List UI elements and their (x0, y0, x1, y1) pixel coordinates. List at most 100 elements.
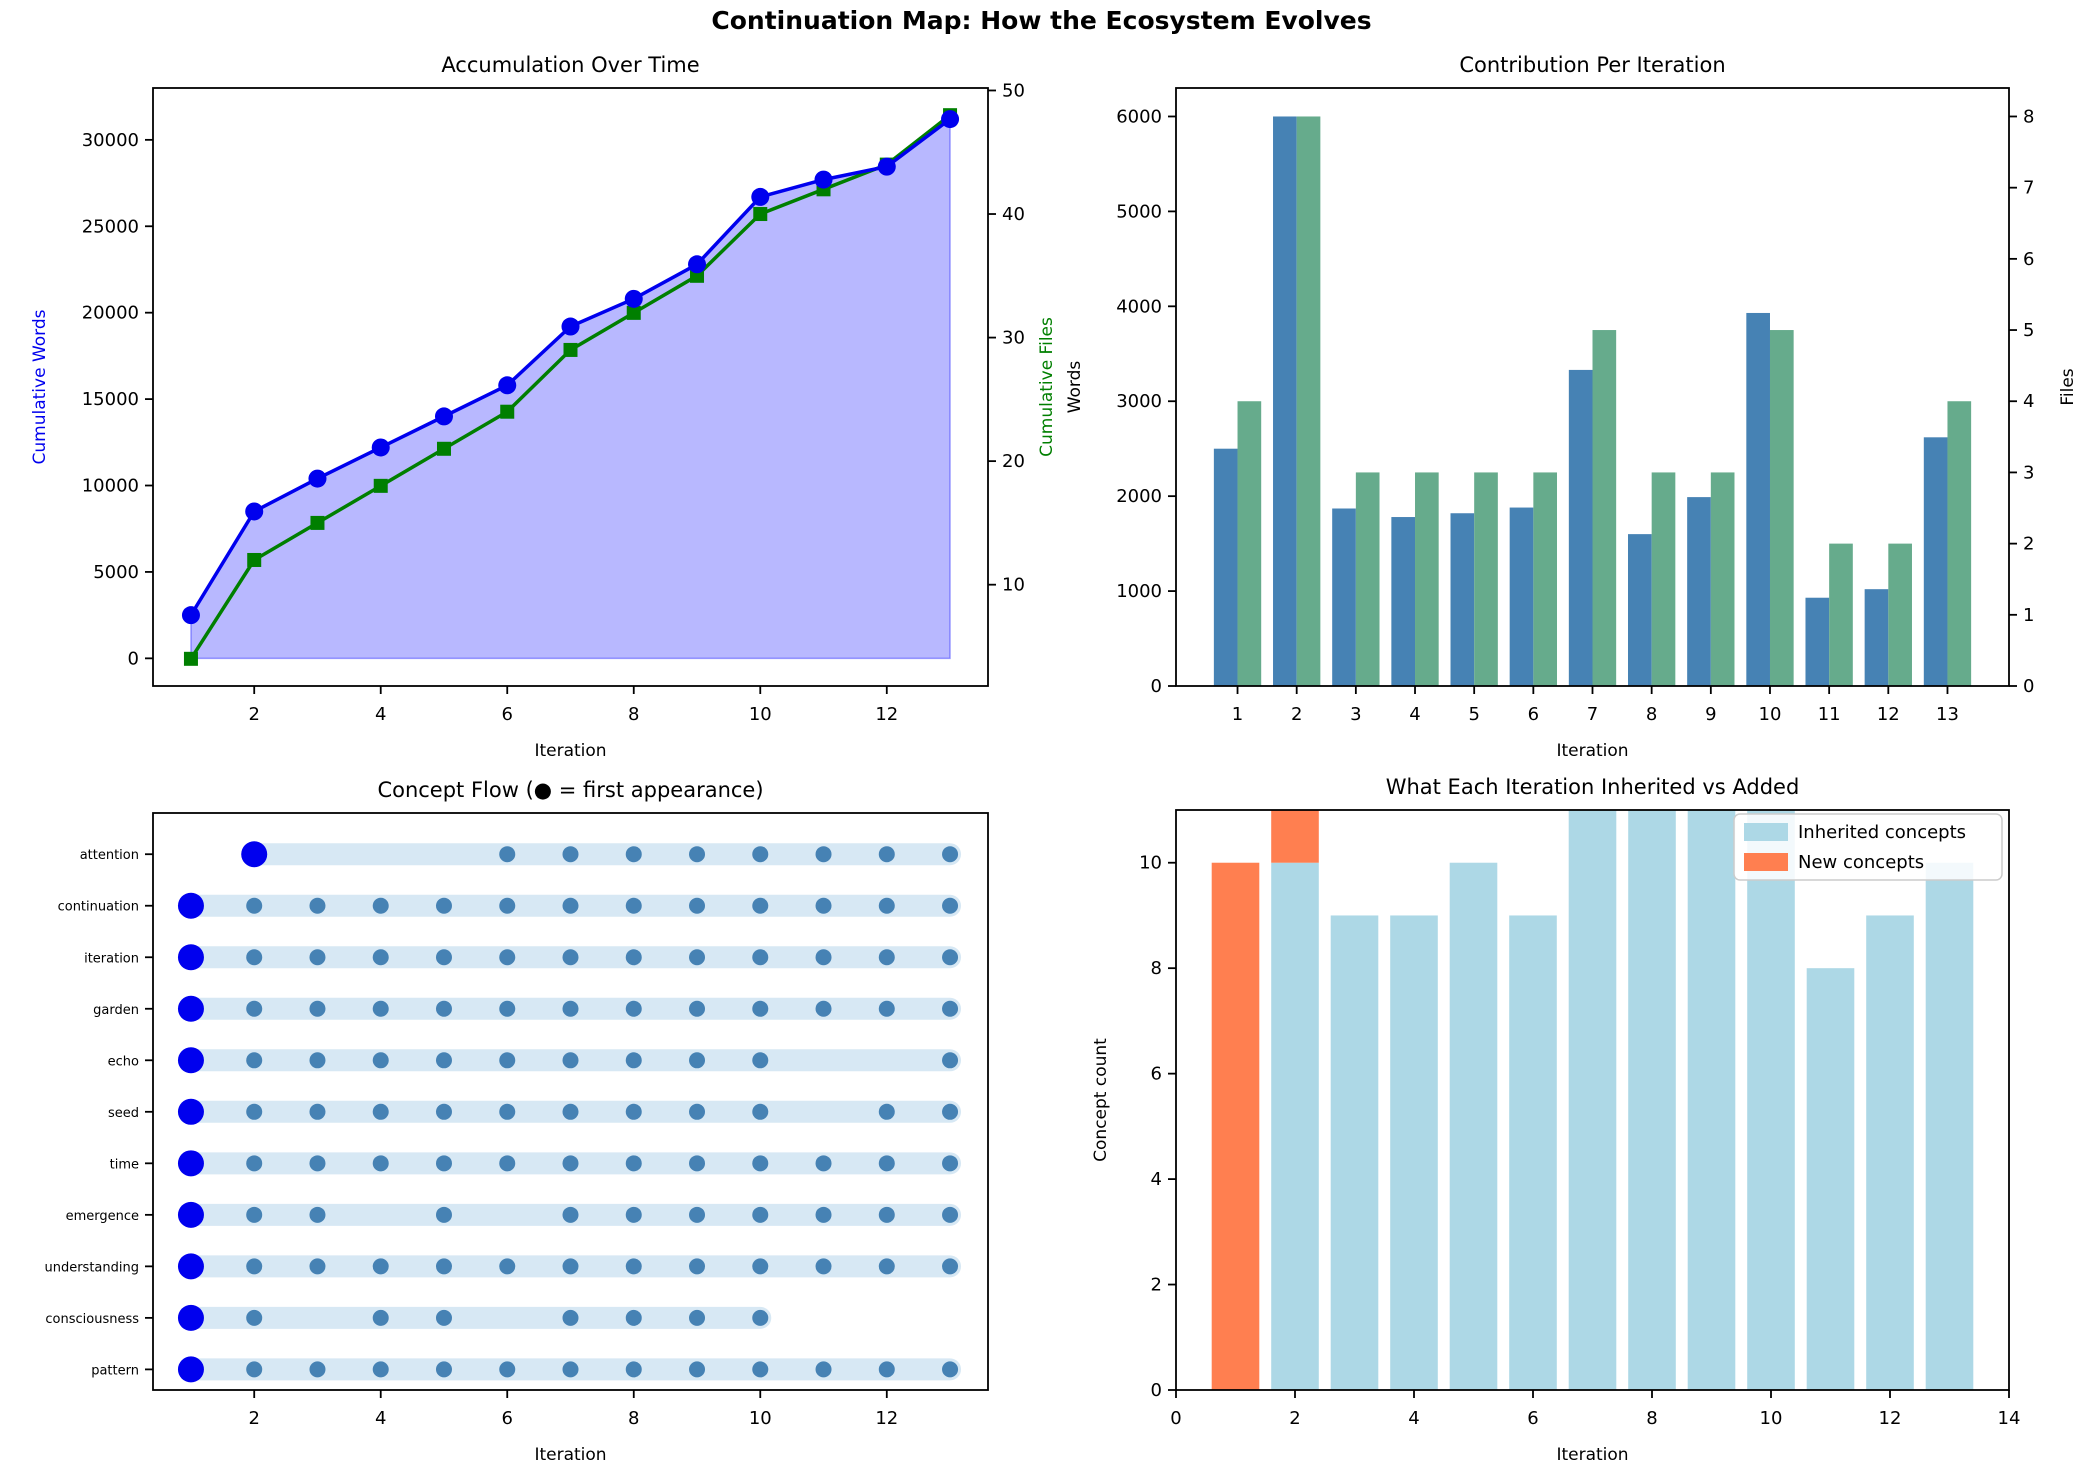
appearance-dot (562, 1361, 579, 1378)
concept-label: attention (80, 848, 139, 863)
y-tick-label: 15000 (82, 389, 139, 410)
y-axis-label-left: Words (1065, 361, 1085, 414)
words-bar (1213, 448, 1238, 686)
x-tick-label: 0 (1170, 1408, 1181, 1429)
appearance-dot (372, 949, 389, 966)
chart-title: Concept Flow (● = first appearance) (377, 778, 763, 802)
concept-label: consciousness (45, 1312, 139, 1327)
chart-title: What Each Iteration Inherited vs Added (1386, 775, 1800, 799)
x-tick-label: 4 (375, 1408, 386, 1429)
appearance-dot (435, 1103, 452, 1120)
files-bar (1710, 472, 1735, 686)
y-axis-label-left: Concept count (1091, 1038, 1111, 1162)
appearance-dot (372, 1052, 389, 1069)
axes-box (152, 812, 989, 1391)
inherited-bar (1509, 915, 1557, 1390)
y-tick-label: 0 (1151, 676, 1162, 697)
words-bar (1450, 513, 1475, 686)
appearance-dot (625, 1309, 642, 1326)
first-appearance-dot (177, 944, 204, 971)
appearance-dot (815, 897, 832, 914)
x-tick-label: 4 (375, 704, 386, 725)
y-tick-label: 10 (1139, 853, 1162, 874)
first-appearance-dot (177, 1253, 204, 1280)
first-appearance-dot (177, 1201, 204, 1228)
appearance-dot (689, 1258, 706, 1275)
y-tick-label: 20 (1002, 451, 1025, 472)
y-tick-label: 50 (1002, 80, 1025, 101)
words-bar (1568, 369, 1593, 686)
words-bar (1805, 597, 1830, 686)
inherited-chart: 0 2 4 6 8 10 12 14 0 2 4 6 8 10 What Each Iteration In… (1091, 775, 2020, 1465)
y-tick-label: 5 (2023, 320, 2034, 341)
files-marker (247, 552, 262, 567)
y-tick-label: 4 (2023, 391, 2034, 412)
concept-label: pattern (91, 1363, 139, 1378)
appearance-dot (562, 1103, 579, 1120)
appearance-dot (499, 1258, 516, 1275)
y-tick-label: 6000 (1116, 106, 1162, 127)
inherited-bar (1747, 810, 1795, 1390)
y-tick-label: 30 (1002, 328, 1025, 349)
x-tick-label: 2 (1291, 704, 1302, 725)
files-marker (500, 404, 515, 419)
y-tick-label: 4000 (1116, 296, 1162, 317)
appearance-dot (435, 1052, 452, 1069)
appearance-dot (562, 1206, 579, 1223)
appearance-dot (372, 1103, 389, 1120)
axes-box (1175, 809, 2010, 1391)
first-appearance-dot (177, 1150, 204, 1177)
appearance-dot (309, 1000, 326, 1017)
y-tick-label: 6 (2023, 249, 2034, 270)
appearance-dot (625, 1155, 642, 1172)
x-tick-label: 12 (875, 704, 898, 725)
y-tick-label: 6 (1151, 1064, 1162, 1085)
y-axis-label-right: Files (2058, 368, 2078, 405)
appearance-dot (878, 897, 895, 914)
appearance-dot (435, 1309, 452, 1326)
appearance-dot (942, 1361, 959, 1378)
concept-label: garden (93, 1003, 139, 1018)
appearance-dot (878, 949, 895, 966)
y-tick-label: 10 (1002, 575, 1025, 596)
y-tick-label: 30000 (82, 130, 139, 151)
appearance-dot (246, 1309, 263, 1326)
inherited-bar (1271, 862, 1319, 1390)
y-axis-label-right: Cumulative Files (1037, 317, 1057, 457)
appearance-dot (625, 897, 642, 914)
files-marker (183, 651, 198, 666)
appearance-dot (309, 949, 326, 966)
words-bar (1864, 589, 1889, 686)
words-marker (877, 157, 896, 176)
files-bar (1533, 472, 1558, 686)
appearance-dot (689, 949, 706, 966)
accumulation-chart: 2 4 6 8 10 12 0 5000 10000 15000 20000 25000 30000 10… (30, 53, 1057, 761)
appearance-dot (942, 949, 959, 966)
appearance-dot (625, 1103, 642, 1120)
appearance-dot (878, 1361, 895, 1378)
appearance-dot (309, 1361, 326, 1378)
concept-label: iteration (84, 951, 139, 966)
appearance-dot (562, 1258, 579, 1275)
x-tick-label: 10 (749, 1408, 772, 1429)
appearance-dot (625, 1361, 642, 1378)
appearance-dot (942, 1103, 959, 1120)
appearance-dot (499, 1000, 516, 1017)
first-appearance-dot (241, 841, 268, 868)
appearance-dot (435, 1361, 452, 1378)
appearance-dot (435, 1206, 452, 1223)
words-marker (561, 317, 580, 336)
appearance-dot (435, 897, 452, 914)
appearance-dot (752, 1361, 769, 1378)
y-tick-label: 5000 (93, 562, 139, 583)
words-bar (1746, 312, 1770, 686)
appearance-dot (562, 897, 579, 914)
x-tick-label: 3 (1350, 704, 1361, 725)
words-marker (245, 502, 264, 521)
appearance-dot (309, 897, 326, 914)
appearance-dot (942, 897, 959, 914)
x-tick-label: 8 (628, 704, 639, 725)
appearance-dot (562, 1052, 579, 1069)
